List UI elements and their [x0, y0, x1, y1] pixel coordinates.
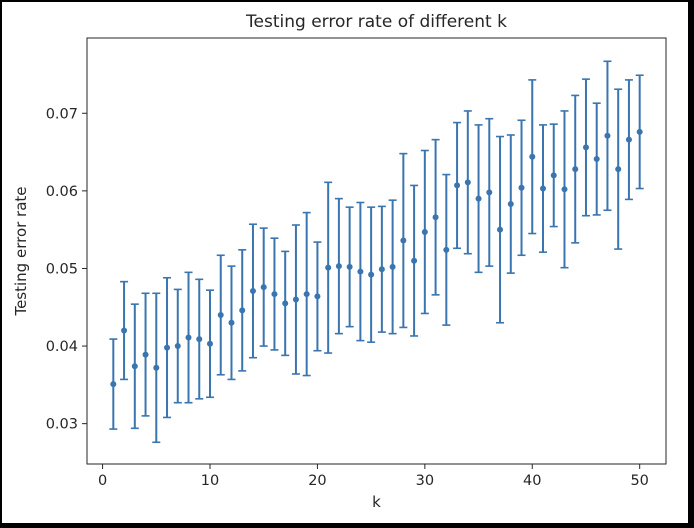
y-axis-label: Testing error rate [12, 186, 30, 316]
data-point [593, 156, 600, 163]
data-point [464, 179, 471, 186]
data-point [550, 172, 557, 179]
data-point [454, 182, 461, 189]
data-point [303, 291, 310, 298]
data-point [540, 185, 547, 192]
data-point [196, 336, 203, 343]
data-point [572, 166, 579, 173]
plot-frame [86, 37, 667, 465]
data-point [325, 264, 332, 271]
data-point [497, 226, 504, 233]
data-point [121, 327, 128, 334]
x-tick-label: 50 [630, 473, 648, 489]
data-point [260, 284, 267, 291]
data-point [142, 351, 149, 358]
data-point [518, 184, 525, 191]
x-axis-label: k [372, 493, 381, 511]
data-point [271, 291, 278, 298]
data-point [561, 186, 568, 193]
y-tick-label: 0.03 [46, 417, 78, 433]
data-point [475, 195, 482, 202]
data-point [432, 214, 439, 221]
data-point [625, 136, 632, 143]
data-point [174, 343, 181, 350]
data-point [604, 132, 611, 139]
data-point [615, 166, 622, 173]
y-tick-label: 0.07 [46, 106, 78, 122]
data-point [282, 300, 289, 307]
x-tick-label: 0 [98, 473, 107, 489]
data-point [335, 263, 342, 270]
y-tick-label: 0.06 [46, 184, 78, 200]
data-point [411, 257, 418, 264]
data-point [357, 268, 364, 275]
y-tick-label: 0.05 [46, 261, 78, 277]
data-point [582, 144, 589, 151]
data-point [378, 266, 385, 273]
chart-svg: 0 10 20 30 40 50 0.03 0.04 0.05 0.06 0.07 Testing … [12, 12, 667, 511]
data-point [153, 364, 160, 371]
data-point [346, 263, 353, 270]
x-tick-label: 20 [308, 473, 326, 489]
data-point [389, 263, 396, 270]
data-point [110, 381, 117, 388]
data-point [421, 228, 428, 235]
x-tick-label: 10 [201, 473, 219, 489]
plot-area: 0 10 20 30 40 50 0.03 0.04 0.05 0.06 0.07 [46, 37, 667, 489]
data-point [486, 189, 493, 196]
data-point [529, 153, 536, 160]
data-point [164, 344, 171, 351]
data-point [507, 201, 514, 208]
data-point [368, 271, 375, 278]
data-point [239, 307, 246, 314]
x-tick-label: 40 [523, 473, 541, 489]
y-tick-label: 0.04 [46, 339, 78, 355]
data-point [314, 293, 321, 300]
data-point [249, 287, 256, 294]
data-point [636, 128, 643, 135]
data-point [131, 363, 138, 370]
data-point [228, 319, 235, 326]
data-point [443, 246, 450, 253]
chart-title: Testing error rate of different k [245, 12, 507, 32]
data-point [185, 334, 192, 341]
data-point [292, 296, 299, 303]
data-point [400, 237, 407, 244]
chart-figure: 0 10 20 30 40 50 0.03 0.04 0.05 0.06 0.07 Testing … [2, 2, 688, 523]
data-point [217, 312, 224, 319]
x-tick-label: 30 [416, 473, 434, 489]
data-point [206, 340, 213, 347]
